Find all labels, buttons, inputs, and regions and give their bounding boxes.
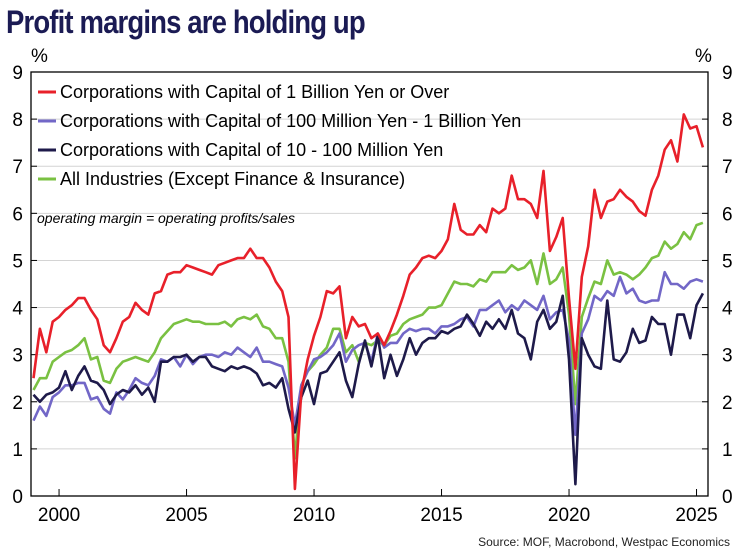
plot-frame [30, 71, 709, 497]
y-tick-label-left: 7 [12, 157, 23, 178]
y-tick-label-left: 5 [12, 251, 23, 272]
y-tick-label-right: 4 [722, 299, 733, 320]
y-tick-label-right: 5 [722, 251, 733, 272]
x-tick-label: 2025 [675, 505, 717, 526]
annotation-note: operating margin = operating profits/sal… [37, 210, 295, 226]
series-lines [32, 113, 705, 491]
y-tick-label-left: 0 [12, 487, 23, 508]
x-tick-label: 2000 [38, 505, 80, 526]
legend-label-1: Corporations with Capital of 1 Billion Y… [60, 82, 449, 102]
x-tick-label: 2020 [548, 505, 590, 526]
right-axis-unit: % [695, 46, 712, 67]
y-tick-label-left: 6 [12, 204, 23, 225]
y-tick-label-right: 3 [722, 346, 733, 367]
y-tick-label-left: 8 [12, 110, 23, 131]
axis-ticks: 0 0 1 1 2 2 3 3 4 4 5 5 6 6 7 7 8 8 9 9 2000 2005 2010 2015 2020… [12, 63, 733, 526]
gridlines [31, 118, 708, 450]
legend-label-4: All Industries (Except Finance & Insuran… [60, 169, 405, 189]
y-tick-label-left: 9 [12, 63, 23, 84]
y-tick-label-right: 9 [722, 63, 733, 84]
source-note: Source: MOF, Macrobond, Westpac Economic… [478, 535, 730, 549]
y-tick-label-right: 2 [722, 393, 733, 414]
chart-title: Profit margins are holding up [6, 4, 366, 40]
series-line-3 [32, 292, 705, 486]
y-tick-label-right: 0 [722, 487, 733, 508]
y-tick-label-left: 1 [12, 440, 23, 461]
x-tick-label: 2015 [420, 505, 462, 526]
left-axis-unit: % [31, 46, 48, 67]
y-tick-label-right: 6 [722, 204, 733, 225]
y-tick-label-right: 8 [722, 110, 733, 131]
series-line-4 [32, 221, 704, 460]
x-tick-label: 2005 [165, 505, 207, 526]
y-tick-label-right: 1 [722, 440, 733, 461]
series-line-1 [32, 113, 705, 491]
y-tick-label-left: 4 [12, 299, 23, 320]
x-tick-label: 2010 [293, 505, 335, 526]
y-tick-label-left: 3 [12, 346, 23, 367]
legend-label-3: Corporations with Capital of 10 - 100 Mi… [60, 140, 443, 160]
legend-label-2: Corporations with Capital of 100 Million… [60, 111, 521, 131]
y-tick-label-right: 7 [722, 157, 733, 178]
y-tick-label-left: 2 [12, 393, 23, 414]
legend: Corporations with Capital of 1 Billion Y… [38, 82, 521, 189]
